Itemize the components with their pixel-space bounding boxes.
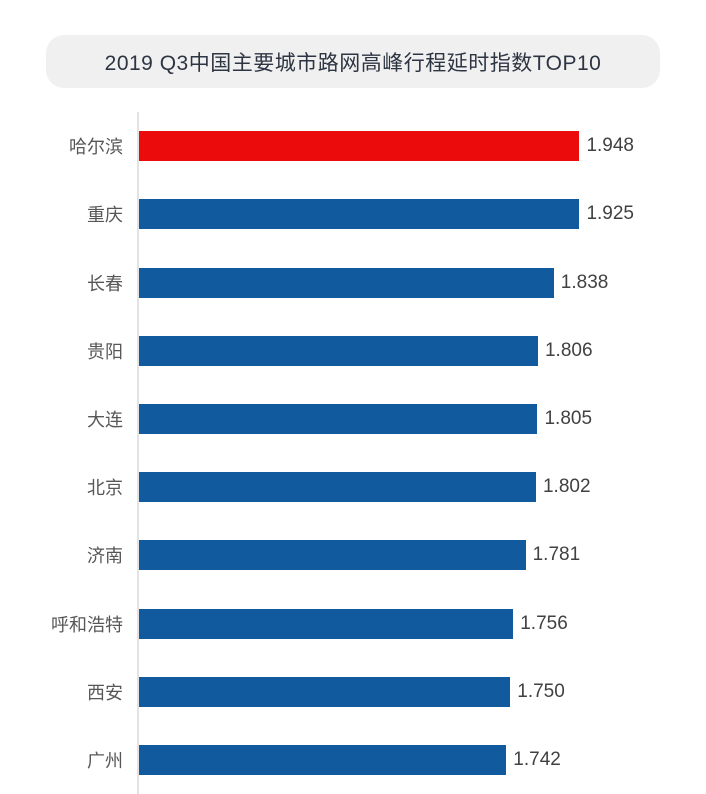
y-axis-line — [137, 112, 139, 794]
bar-track: 1.781 — [139, 540, 634, 571]
category-label: 济南 — [87, 546, 123, 567]
value-label: 1.925 — [586, 203, 634, 225]
bar-chart: 哈尔滨 1.948 重庆 1.925 长春 1.838 贵阳 1.806 大连 … — [0, 112, 706, 794]
bar-track: 1.802 — [139, 472, 634, 503]
bar-row: 重庆 1.925 — [0, 180, 706, 248]
bar-track: 1.742 — [139, 744, 634, 775]
bar — [139, 540, 526, 571]
value-label: 1.802 — [542, 476, 591, 498]
bar — [139, 676, 511, 707]
category-label: 大连 — [87, 409, 123, 430]
category-label: 呼和浩特 — [51, 614, 123, 635]
bar — [139, 608, 514, 639]
bar-track: 1.948 — [139, 131, 634, 162]
category-label: 哈尔滨 — [69, 137, 123, 158]
value-label: 1.756 — [520, 612, 568, 634]
bar-row: 西安 1.750 — [0, 658, 706, 726]
value-label: 1.805 — [544, 407, 593, 429]
bar — [139, 199, 580, 230]
bar-row: 大连 1.805 — [0, 385, 706, 453]
bar — [139, 267, 554, 298]
value-label: 1.781 — [532, 544, 581, 566]
category-label: 北京 — [87, 478, 123, 499]
bar-row: 长春 1.838 — [0, 248, 706, 316]
bar — [139, 472, 536, 503]
bar — [139, 131, 580, 162]
value-label: 1.838 — [560, 271, 609, 293]
category-label: 西安 — [87, 682, 123, 703]
chart-title-pill: 2019 Q3中国主要城市路网高峰行程延时指数TOP10 — [46, 35, 660, 88]
bar-row: 北京 1.802 — [0, 453, 706, 521]
bar-track: 1.750 — [139, 676, 634, 707]
value-label: 1.742 — [513, 748, 561, 770]
bar — [139, 744, 507, 775]
chart-title: 2019 Q3中国主要城市路网高峰行程延时指数TOP10 — [104, 51, 602, 75]
bar-track: 1.838 — [139, 267, 634, 298]
bar-row: 济南 1.781 — [0, 521, 706, 589]
bar-row: 哈尔滨 1.948 — [0, 112, 706, 180]
bar-row: 贵阳 1.806 — [0, 317, 706, 385]
value-label: 1.750 — [517, 680, 565, 702]
category-label: 重庆 — [87, 205, 123, 226]
category-label: 长春 — [87, 273, 123, 294]
bar-row: 呼和浩特 1.756 — [0, 589, 706, 657]
bar — [139, 403, 538, 434]
bar-track: 1.805 — [139, 403, 634, 434]
category-label: 广州 — [87, 750, 123, 771]
bar — [139, 335, 538, 366]
bar-row: 广州 1.742 — [0, 726, 706, 794]
value-label: 1.806 — [544, 339, 593, 361]
bar-track: 1.925 — [139, 199, 634, 230]
category-label: 贵阳 — [87, 341, 123, 362]
bar-rows: 哈尔滨 1.948 重庆 1.925 长春 1.838 贵阳 1.806 大连 … — [0, 112, 706, 794]
value-label: 1.948 — [586, 135, 634, 157]
bar-track: 1.756 — [139, 608, 634, 639]
bar-track: 1.806 — [139, 335, 634, 366]
